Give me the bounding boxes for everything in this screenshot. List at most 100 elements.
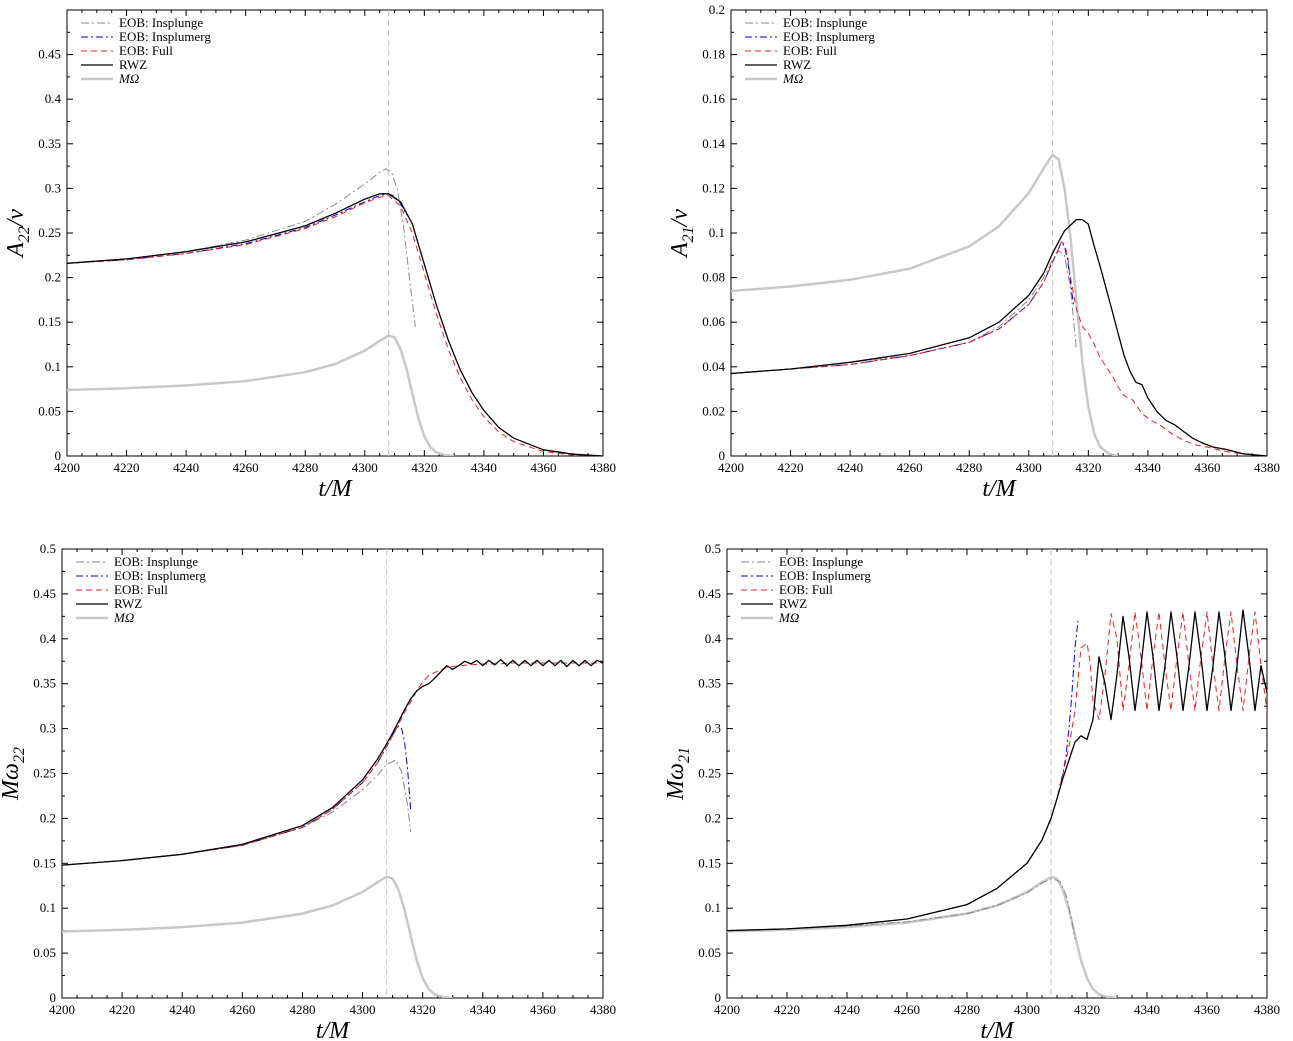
y-tick-label: 0.05 [698,945,721,960]
series-rwz [62,658,603,866]
plot-frame [726,548,1268,999]
x-tick-label: 4380 [590,460,616,475]
x-tick-label: 4200 [714,1002,740,1017]
x-tick-label: 4200 [718,460,744,475]
series-eob-full [727,611,1267,932]
legend-label-eob-insplunge: EOB: Insplunge [779,554,863,569]
series-eob-insplumerg [731,241,1074,374]
y-tick-label: 0.08 [702,270,725,285]
x-tick-label: 4240 [837,460,863,475]
x-tick-label: 4360 [530,1002,556,1017]
y-tick-label: 0.5 [40,541,56,556]
series-eob-insplumerg [727,620,1079,932]
y-axis-label: Mω22 [0,747,28,801]
y-tick-label: 0.35 [38,136,61,151]
legend-label-eob-insplunge: EOB: Insplunge [783,15,867,30]
y-axis-label: Mω21 [663,747,693,801]
legend-label-eob-full: EOB: Full [779,582,833,597]
y-tick-label: 0.15 [33,855,56,870]
legend-label-m: MΩ [778,610,799,625]
x-tick-label: 4220 [774,1002,800,1017]
y-tick-label: 0.1 [40,900,56,915]
series-rwz [727,609,1267,932]
y-tick-label: 0.3 [705,721,721,736]
series-eob-insplunge [67,168,416,327]
legend-label-m: MΩ [113,610,134,625]
plot-frame [61,548,604,999]
y-tick-label: 0.3 [40,721,56,736]
x-tick-label: 4360 [1194,460,1220,475]
y-tick-label: 0.18 [702,47,725,62]
chart-A21: 4200 4220 4240 4260 4280 4300 4320 4340 4360 4380… [667,2,1280,502]
y-tick-label: 0 [55,448,62,463]
x-tick-label: 4240 [169,1002,195,1017]
series-eob-insplumerg [62,725,412,866]
y-tick-label: 0.2 [40,810,56,825]
y-tick-label: 0.16 [702,91,725,106]
x-tick-label: 4200 [54,460,80,475]
x-tick-label: 4220 [109,1002,135,1017]
y-tick-label: 0.12 [702,180,725,195]
legend-label-eob-insplunge: EOB: Insplunge [119,15,203,30]
y-tick-label: 0.5 [705,541,721,556]
x-tick-label: 4220 [778,460,804,475]
y-tick-label: 0.15 [38,314,61,329]
y-tick-label: 0.05 [38,403,61,418]
y-tick-label: 0.3 [45,180,61,195]
x-tick-label: 4300 [1014,1002,1040,1017]
series-rwz [67,193,603,456]
series-m [62,875,453,998]
series-m [67,334,455,456]
y-axis-label: A22/ν [3,209,33,259]
x-tick-label: 4240 [834,1002,860,1017]
y-tick-label: 0.1 [45,359,61,374]
legend-label-m: MΩ [782,71,803,86]
y-tick-label: 0.45 [698,586,721,601]
x-tick-label: 4280 [289,1002,315,1017]
series-m [731,153,1119,456]
y-tick-label: 0.2 [705,810,721,825]
y-tick-label: 0.25 [698,766,721,781]
series-rwz [731,218,1267,456]
legend-label-eob-full: EOB: Full [783,43,837,58]
legend-label-eob-full: EOB: Full [119,43,173,58]
y-tick-label: 0.4 [40,631,57,646]
x-tick-label: 4300 [1016,460,1042,475]
series-eob-insplumerg [67,193,407,264]
x-axis-label: t/M [316,1018,351,1041]
chart-w22: 4200 4220 4240 4260 4280 4300 4320 4340 4360 4380… [0,541,616,1041]
y-tick-label: 0.04 [702,359,725,374]
y-tick-label: 0 [719,448,726,463]
legend-label-m: MΩ [118,71,139,86]
y-tick-label: 0.35 [33,676,56,691]
y-tick-label: 0.14 [702,136,725,151]
x-tick-label: 4340 [1134,1002,1160,1017]
chart-A22: 4200 4220 4240 4260 4280 4300 4320 4340 4360 4380… [3,9,616,502]
series-eob-full [62,662,603,866]
x-tick-label: 4260 [894,1002,920,1017]
legend-label-eob-insplumerg: EOB: Insplumerg [114,568,206,583]
y-tick-label: 0.06 [702,314,725,329]
y-tick-label: 0.15 [698,855,721,870]
y-tick-label: 0.4 [45,91,62,106]
y-tick-label: 0.4 [705,631,722,646]
y-tick-label: 0.05 [33,945,56,960]
legend-label-eob-insplunge: EOB: Insplunge [114,554,198,569]
x-tick-label: 4340 [1135,460,1161,475]
legend-label-eob-full: EOB: Full [114,582,168,597]
legend-label-eob-insplumerg: EOB: Insplumerg [779,568,871,583]
legend-label-eob-insplumerg: EOB: Insplumerg [783,29,875,44]
x-tick-label: 4300 [350,1002,376,1017]
x-axis-label: t/M [318,476,353,502]
series-eob-full [67,195,603,456]
y-tick-label: 0 [715,990,722,1005]
x-tick-label: 4280 [292,460,318,475]
x-tick-label: 4220 [114,460,140,475]
x-tick-label: 4380 [1254,460,1280,475]
x-tick-label: 4320 [410,1002,436,1017]
x-tick-label: 4260 [233,460,259,475]
x-tick-label: 4300 [352,460,378,475]
y-tick-label: 0.1 [705,900,721,915]
y-tick-label: 0.25 [33,766,56,781]
